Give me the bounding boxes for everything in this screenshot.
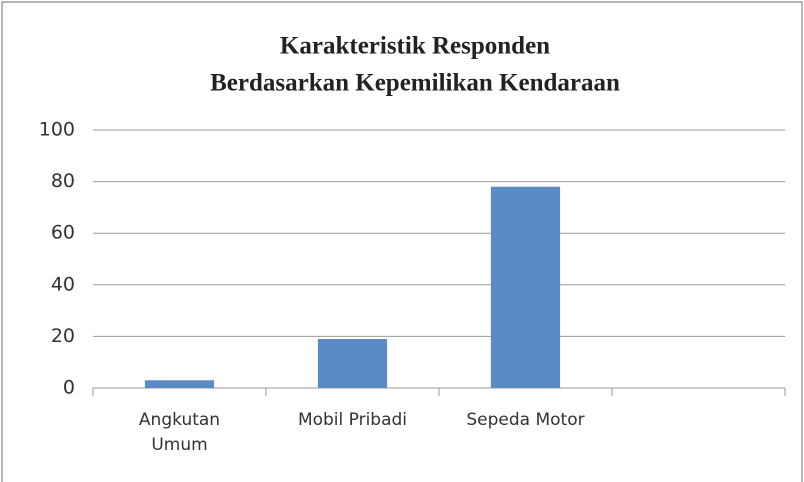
- bar: [317, 338, 388, 388]
- bar: [144, 380, 215, 388]
- x-tick-label: Angkutan Umum: [138, 410, 221, 455]
- y-tick-label: 0: [63, 377, 75, 399]
- y-tick-label: 20: [51, 325, 75, 347]
- chart-title: Karakteristik Responden: [280, 33, 550, 60]
- y-tick-label: 80: [51, 170, 75, 192]
- y-tick-label: 40: [51, 273, 75, 295]
- x-tick-label: Mobil Pribadi: [297, 410, 408, 430]
- y-tick-label: 100: [39, 119, 75, 141]
- y-tick-label: 60: [51, 222, 75, 244]
- bar: [490, 186, 561, 388]
- x-tick-label: Sepeda Motor: [466, 410, 585, 430]
- chart-title: Berdasarkan Kepemilikan Kendaraan: [210, 70, 620, 97]
